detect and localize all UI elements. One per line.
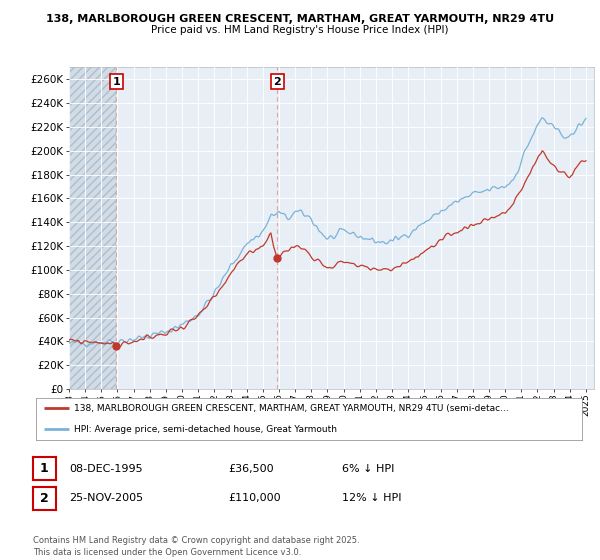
Text: 1: 1 — [112, 77, 120, 87]
Text: £36,500: £36,500 — [228, 464, 274, 474]
Text: 2: 2 — [274, 77, 281, 87]
Text: 2: 2 — [40, 492, 49, 505]
Text: 08-DEC-1995: 08-DEC-1995 — [69, 464, 143, 474]
Text: £110,000: £110,000 — [228, 493, 281, 503]
Text: Price paid vs. HM Land Registry's House Price Index (HPI): Price paid vs. HM Land Registry's House … — [151, 25, 449, 35]
Text: Contains HM Land Registry data © Crown copyright and database right 2025.
This d: Contains HM Land Registry data © Crown c… — [33, 536, 359, 557]
Text: 1: 1 — [40, 462, 49, 475]
Bar — [69, 67, 116, 389]
Text: 12% ↓ HPI: 12% ↓ HPI — [342, 493, 401, 503]
Text: 138, MARLBOROUGH GREEN CRESCENT, MARTHAM, GREAT YARMOUTH, NR29 4TU (semi-detac..: 138, MARLBOROUGH GREEN CRESCENT, MARTHAM… — [74, 404, 509, 413]
Text: 6% ↓ HPI: 6% ↓ HPI — [342, 464, 394, 474]
Text: 25-NOV-2005: 25-NOV-2005 — [69, 493, 143, 503]
Text: HPI: Average price, semi-detached house, Great Yarmouth: HPI: Average price, semi-detached house,… — [74, 424, 337, 433]
Text: 138, MARLBOROUGH GREEN CRESCENT, MARTHAM, GREAT YARMOUTH, NR29 4TU: 138, MARLBOROUGH GREEN CRESCENT, MARTHAM… — [46, 14, 554, 24]
